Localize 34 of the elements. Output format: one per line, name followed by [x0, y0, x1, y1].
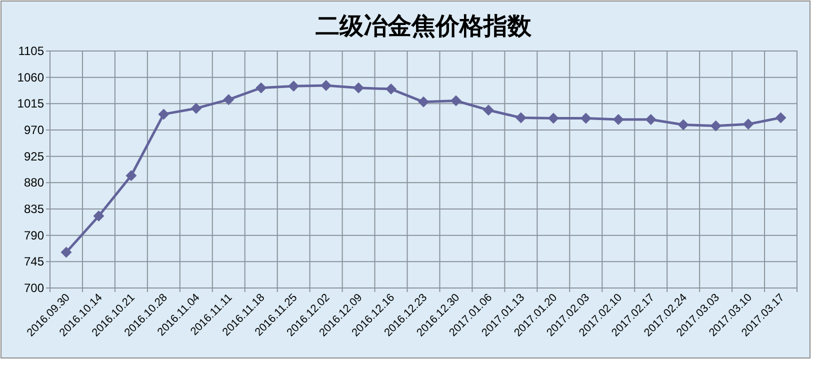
y-tick-label: 1015: [17, 96, 44, 111]
point: [288, 80, 300, 92]
chart-title: 二级冶金焦价格指数: [316, 13, 532, 40]
point: [353, 82, 364, 94]
point: [418, 96, 429, 108]
point: [775, 112, 786, 124]
y-tick-label: 700: [24, 281, 44, 295]
point: [482, 104, 494, 116]
y-tick-label: 835: [24, 202, 44, 216]
y-tick-label: 970: [24, 123, 44, 137]
point: [256, 82, 267, 94]
point: [710, 120, 722, 132]
point: [126, 170, 137, 182]
point: [678, 119, 689, 130]
y-tick-label: 790: [24, 228, 44, 242]
y-tick-label: 925: [24, 149, 44, 164]
point: [612, 114, 624, 125]
y-tick-label: 1105: [18, 44, 44, 58]
point: [450, 95, 462, 106]
point: [93, 210, 104, 222]
point: [386, 84, 397, 95]
point: [190, 102, 202, 114]
point: [580, 112, 592, 124]
y-tick-label: 745: [24, 254, 44, 269]
point: [515, 112, 526, 124]
y-tick-label: 1060: [17, 70, 44, 84]
point: [645, 114, 656, 125]
point: [320, 80, 332, 92]
point: [742, 118, 754, 130]
point: [60, 246, 72, 258]
point: [158, 108, 170, 120]
point: [223, 94, 234, 106]
point: [548, 112, 559, 124]
y-tick-label: 880: [24, 176, 44, 190]
